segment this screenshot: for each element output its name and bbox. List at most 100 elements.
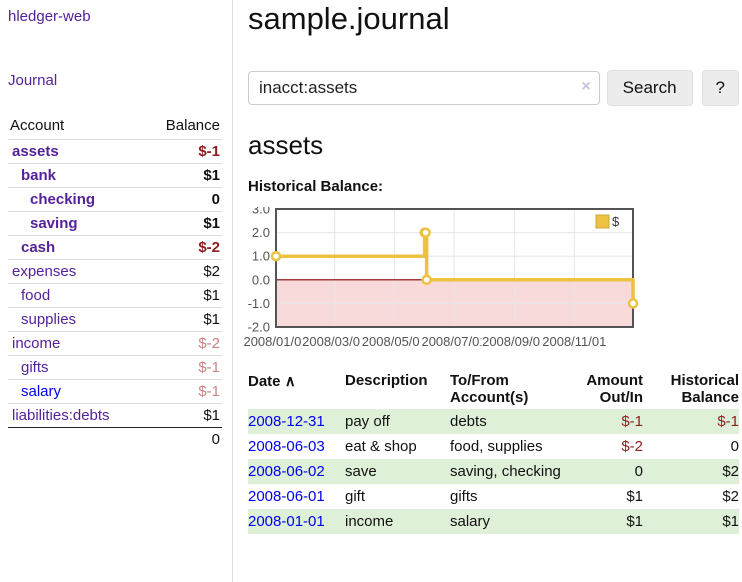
x-axis-tick-label: 2008/07/01	[420, 334, 488, 349]
account-row: gifts $-1	[8, 355, 222, 380]
account-link-saving[interactable]: saving	[30, 215, 78, 232]
svg-text:0.0: 0.0	[252, 272, 270, 287]
account-row: income $-2	[8, 331, 222, 356]
register-cell-balance: $2	[722, 488, 739, 505]
account-heading: assets	[248, 130, 324, 160]
sort-ascending-icon: ∧	[284, 373, 296, 390]
account-row: bank $1	[8, 163, 222, 188]
register-cell-accounts: saving, checking	[450, 463, 561, 480]
x-axis-tick-label: 2008/01/01	[242, 334, 310, 349]
register-cell-amount: $-1	[621, 413, 643, 430]
accounts-table-body: assets $-1 bank $1 checking 0 saving $1 cash $-2 e…	[8, 139, 222, 428]
accounts-table: Account Balance assets $-1 bank $1 checking 0…	[8, 114, 222, 451]
register-cell-balance: $2	[722, 463, 739, 480]
register-row: 2008-12-31 pay off debts $-1 $-1	[248, 409, 739, 434]
register-cell-date: 2008-12-31	[248, 409, 345, 434]
register-cell-date: 2008-06-01	[248, 484, 345, 509]
account-link-bank[interactable]: bank	[21, 167, 57, 184]
register-cell-amount: $-2	[621, 438, 643, 455]
register-row: 2008-01-01 income salary $1 $1	[248, 509, 739, 534]
sidebar-item-journal[interactable]: Journal	[8, 72, 58, 89]
search-help-button[interactable]: ?	[701, 70, 739, 106]
account-row: food $1	[8, 283, 222, 308]
account-balance: $-2	[144, 235, 222, 260]
account-balance: 0	[144, 187, 222, 212]
register-cell-amount: $1	[626, 513, 643, 530]
account-link-food[interactable]: food	[21, 287, 51, 304]
svg-text:-2.0: -2.0	[248, 320, 270, 334]
account-balance: $1	[144, 283, 222, 308]
transaction-date-link[interactable]: 2008-06-01	[248, 488, 325, 505]
register-table-body: 2008-12-31 pay off debts $-1 $-1 2008-06-03 ea…	[248, 409, 739, 534]
register-cell-accounts: debts	[450, 413, 487, 430]
account-link-income[interactable]: income	[12, 335, 61, 352]
register-row: 2008-06-02 save saving, checking 0 $2	[248, 459, 739, 484]
account-row: expenses $2	[8, 259, 222, 284]
register-cell-balance: $-1	[717, 413, 739, 430]
search-input-wrap: ×	[248, 71, 600, 105]
account-link-salary[interactable]: salary	[21, 383, 62, 400]
account-link-expenses[interactable]: expenses	[12, 263, 77, 280]
register-header-date[interactable]: Date ∧	[248, 373, 296, 390]
transaction-date-link[interactable]: 2008-01-01	[248, 513, 325, 530]
register-cell-balance: 0	[730, 438, 739, 455]
x-axis-tick-label: 2008/09/01	[481, 334, 549, 349]
account-link-liabilities-debts[interactable]: liabilities:debts	[12, 407, 110, 424]
account-link-cash[interactable]: cash	[21, 239, 56, 256]
page-title: sample.journal	[248, 1, 450, 36]
x-axis-tick-label: 2008/05/01	[360, 334, 428, 349]
x-axis-tick-label: 2008/03/01	[301, 334, 369, 349]
accounts-header-balance: Balance	[165, 117, 220, 134]
register-cell-description: gift	[345, 488, 366, 505]
clear-search-icon[interactable]: ×	[581, 78, 591, 95]
account-balance: $1	[144, 163, 222, 188]
account-balance: $1	[144, 307, 222, 332]
balance-chart-box: 3.0 2.0 1.0 0.0 -1.0 -2.0 $ 2008/01/01 2008/03/…	[242, 202, 688, 353]
account-balance: $-1	[144, 139, 222, 164]
register-cell-date: 2008-06-03	[248, 434, 345, 459]
register-cell-description: eat & shop	[345, 438, 417, 455]
account-link-assets[interactable]: assets	[12, 143, 59, 160]
register-cell-amount: $1	[626, 488, 643, 505]
account-row: liabilities:debts $1	[8, 403, 222, 428]
register-cell-date: 2008-01-01	[248, 509, 345, 534]
search-input[interactable]	[248, 71, 600, 105]
account-link-checking[interactable]: checking	[30, 191, 96, 208]
register-cell-date: 2008-06-02	[248, 459, 345, 484]
account-balance: $-1	[144, 379, 222, 404]
account-row: checking 0	[8, 187, 222, 212]
accounts-header-account: Account	[10, 117, 65, 134]
search-button[interactable]: Search	[606, 70, 693, 106]
transaction-date-link[interactable]: 2008-12-31	[248, 413, 325, 430]
register-cell-description: save	[345, 463, 377, 480]
svg-text:3.0: 3.0	[252, 207, 270, 217]
transaction-date-link[interactable]: 2008-06-03	[248, 438, 325, 455]
account-row: cash $-2	[8, 235, 222, 260]
register-header-row: Date ∧ Description To/From Account(s) Am…	[248, 369, 739, 409]
account-link-gifts[interactable]: gifts	[21, 359, 49, 376]
account-balance: $1	[144, 403, 222, 428]
account-row: assets $-1	[8, 139, 222, 164]
x-axis-tick-label: 2008/11/01	[541, 334, 608, 349]
chart-title: Historical Balance:	[248, 178, 384, 195]
accounts-total-row: 0	[8, 427, 222, 451]
register-header-description: Description	[345, 372, 428, 389]
account-balance: $1	[144, 211, 222, 236]
account-balance: $2	[144, 259, 222, 284]
svg-text:1.0: 1.0	[252, 249, 270, 264]
register-cell-accounts: gifts	[450, 488, 478, 505]
search-form: × Search ?	[248, 70, 739, 106]
transaction-date-link[interactable]: 2008-06-02	[248, 463, 325, 480]
account-link-supplies[interactable]: supplies	[21, 311, 77, 328]
register-cell-description: pay off	[345, 413, 390, 430]
account-balance: $-1	[144, 355, 222, 380]
register-cell-accounts: food, supplies	[450, 438, 543, 455]
register-cell-accounts: salary	[450, 513, 491, 530]
account-row: saving $1	[8, 211, 222, 236]
chart-legend-label: $	[612, 214, 620, 229]
register-table: Date ∧ Description To/From Account(s) Am…	[248, 369, 739, 534]
register-row: 2008-06-03 eat & shop food, supplies $-2 0	[248, 434, 739, 459]
main-content: sample.journal × Search ? assets Histori…	[242, 0, 739, 534]
app-title-link[interactable]: hledger-web	[8, 8, 91, 25]
